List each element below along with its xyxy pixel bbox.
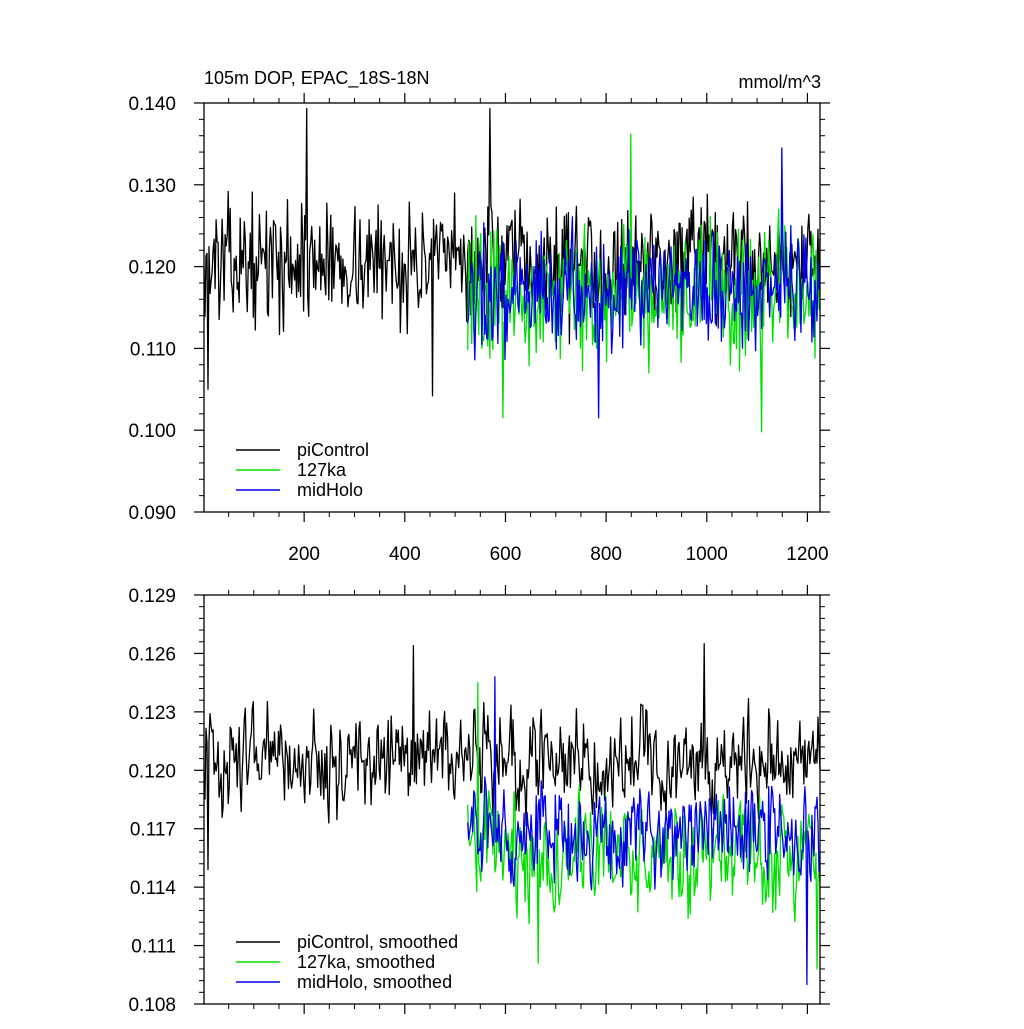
y-tick-label: 0.114 <box>130 878 177 899</box>
y-tick-label: 0.090 <box>128 503 176 524</box>
x-tick-label: 400 <box>389 544 421 565</box>
series-line-midholo <box>467 676 821 986</box>
y-tick-label: 0.120 <box>128 258 176 279</box>
legend-label: 127ka, smoothed <box>297 952 435 972</box>
y-tick-label: 0.126 <box>128 644 176 665</box>
legend-label: 127ka <box>297 460 347 480</box>
top-ticks: 0.090 0.100 0.110 0.120 0.130 0.140 200 400 600 8… <box>128 93 830 565</box>
top-title-left: 105m DOP, EPAC_18S-18N <box>204 68 429 89</box>
y-tick-label: 0.108 <box>128 995 176 1016</box>
top-plot-frame <box>203 102 821 513</box>
legend-label: piControl <box>297 440 369 460</box>
bottom-plot-frame <box>203 594 821 1005</box>
y-tick-label: 0.140 <box>128 94 176 115</box>
y-tick-label: 0.129 <box>128 586 176 607</box>
top-title-right: mmol/m^3 <box>739 72 821 92</box>
legend-label: midHolo <box>297 480 363 500</box>
y-tick-label: 0.111 <box>131 937 176 958</box>
legend-label: piControl, smoothed <box>297 932 458 952</box>
bottom-ticks: 0.108 0.111 0.114 0.117 0.120 0.123 0.126 0.129 <box>128 585 830 1016</box>
x-tick-label: 1000 <box>686 544 728 565</box>
bottom-series <box>203 643 821 986</box>
y-tick-label: 0.130 <box>128 176 176 197</box>
y-tick-label: 0.100 <box>128 421 176 442</box>
series-line-127ka <box>467 133 821 433</box>
series-line-midholo <box>467 147 821 419</box>
series-line-picontrol <box>203 108 821 397</box>
top-series <box>203 108 821 433</box>
legend-label: midHolo, smoothed <box>297 972 452 992</box>
y-tick-label: 0.120 <box>128 761 176 782</box>
y-tick-label: 0.110 <box>130 339 176 360</box>
x-tick-label: 1200 <box>786 544 828 565</box>
x-tick-label: 200 <box>288 544 320 565</box>
series-line-picontrol <box>203 643 821 871</box>
top-panel: 105m DOP, EPAC_18S-18N mmol/m^3 0.090 0.1… <box>128 68 830 565</box>
bottom-panel: 0.108 0.111 0.114 0.117 0.120 0.123 0.126 0.129… <box>128 585 830 1016</box>
x-tick-label: 800 <box>590 544 622 565</box>
y-tick-label: 0.123 <box>128 703 176 724</box>
x-tick-label: 600 <box>490 544 522 565</box>
y-tick-label: 0.117 <box>130 820 176 841</box>
